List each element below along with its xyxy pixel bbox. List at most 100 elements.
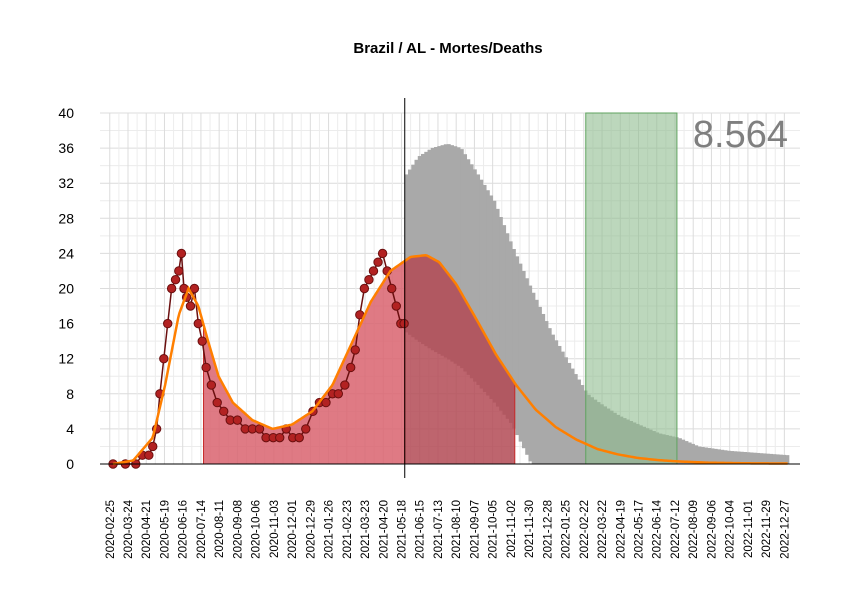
- x-tick-label: 2021-03-23: [360, 500, 372, 559]
- x-tick-label: 2022-07-12: [670, 500, 682, 559]
- band-bar: [534, 299, 539, 464]
- band-bar: [544, 321, 549, 464]
- x-tick-label: 2022-11-01: [743, 500, 755, 558]
- x-tick-label: 2022-09-06: [706, 500, 718, 559]
- x-tick-label: 2020-08-11: [214, 500, 226, 558]
- band-bar: [469, 164, 474, 379]
- band-bar: [740, 451, 744, 464]
- observed-point: [254, 424, 265, 434]
- band-bar: [489, 195, 494, 400]
- band-bar: [746, 452, 751, 464]
- band-bar: [717, 449, 721, 464]
- x-tick-label: 2020-05-19: [159, 500, 171, 559]
- observed-point: [206, 380, 217, 390]
- band-bar: [697, 446, 702, 464]
- x-tick-label: 2021-07-13: [433, 500, 445, 559]
- band-bar: [408, 169, 412, 335]
- band-bar: [473, 169, 477, 382]
- x-tick-label: 2021-05-18: [396, 500, 408, 559]
- x-tick-label: 2022-12-27: [779, 500, 791, 559]
- y-tick-label: 36: [58, 140, 74, 156]
- observed-point: [189, 283, 200, 294]
- band-bar: [753, 452, 757, 464]
- band-bar: [701, 447, 705, 464]
- band-bar: [482, 184, 487, 393]
- band-bar: [443, 144, 448, 358]
- band-bar: [512, 249, 516, 429]
- band-bar: [476, 174, 481, 386]
- observed-point: [275, 432, 285, 443]
- x-tick-label: 2021-04-20: [378, 500, 390, 559]
- highlight-rect: [585, 112, 678, 465]
- observed-point: [185, 301, 196, 311]
- observed-point: [391, 301, 401, 311]
- band-bar: [466, 159, 471, 375]
- y-tick-label: 12: [58, 351, 74, 367]
- band-bar: [561, 351, 565, 464]
- band-bar: [479, 179, 484, 389]
- band-bar: [577, 379, 581, 464]
- band-bar: [463, 154, 468, 372]
- band-bar: [694, 445, 699, 464]
- observed-point: [321, 397, 331, 408]
- band-bar: [727, 450, 731, 464]
- observed-point: [377, 248, 388, 259]
- observed-point: [399, 318, 409, 329]
- band-bar: [437, 146, 441, 354]
- observed-point: [212, 397, 222, 408]
- band-bar: [736, 451, 741, 464]
- observed-point: [170, 275, 181, 285]
- fitted-curve: [112, 253, 788, 466]
- band-bar: [678, 438, 682, 464]
- observed-point: [350, 345, 360, 355]
- band-bar: [411, 164, 415, 338]
- x-tick-label: 2020-11-03: [269, 500, 281, 558]
- x-tick-label: 2021-11-02: [506, 500, 518, 558]
- y-tick-label: 20: [58, 281, 74, 297]
- band-bar: [723, 450, 728, 464]
- band-bar: [762, 453, 767, 464]
- observed-point: [166, 283, 177, 294]
- observed-point: [197, 336, 207, 346]
- observed-point: [176, 248, 187, 259]
- x-tick-label: 2020-07-14: [196, 499, 208, 558]
- y-tick-label: 0: [66, 456, 74, 472]
- band-bar: [785, 455, 790, 464]
- x-tick-label: 2022-02-22: [579, 500, 591, 559]
- observed-point: [232, 415, 243, 425]
- band-bar: [769, 453, 774, 464]
- x-tick-label: 2020-04-21: [141, 500, 153, 559]
- observed-point: [333, 389, 344, 399]
- band-bar: [743, 451, 748, 464]
- band-bar: [704, 447, 708, 464]
- observed-point: [301, 424, 311, 434]
- band-bar: [450, 145, 454, 362]
- x-tick-label: 2022-11-29: [761, 500, 773, 558]
- band-bar: [508, 241, 513, 423]
- band-bar: [688, 442, 692, 464]
- observed-point: [201, 362, 211, 373]
- x-tick-label: 2021-12-28: [542, 500, 554, 559]
- band-bar: [447, 144, 451, 360]
- x-tick-label: 2021-11-30: [524, 500, 536, 558]
- band-bar: [730, 451, 734, 464]
- band-bar: [707, 447, 712, 464]
- band-bar: [775, 454, 780, 464]
- band-bar: [440, 145, 445, 356]
- band-bar: [759, 453, 764, 464]
- x-tick-label: 2020-12-01: [287, 500, 299, 559]
- band-bar: [434, 147, 438, 353]
- x-tick-label: 2021-02-23: [342, 500, 354, 559]
- observed-point: [373, 257, 383, 267]
- x-tick-label: 2021-09-07: [469, 500, 481, 559]
- highlight-period: [585, 112, 678, 465]
- band-bar: [430, 147, 435, 351]
- band-bar: [495, 208, 500, 407]
- observed-point: [364, 275, 374, 285]
- x-tick-label: 2022-04-19: [615, 500, 627, 559]
- observed-point: [174, 266, 184, 276]
- x-tick-label: 2020-12-29: [305, 500, 317, 559]
- band-bar: [521, 270, 526, 449]
- band-bar: [531, 292, 536, 464]
